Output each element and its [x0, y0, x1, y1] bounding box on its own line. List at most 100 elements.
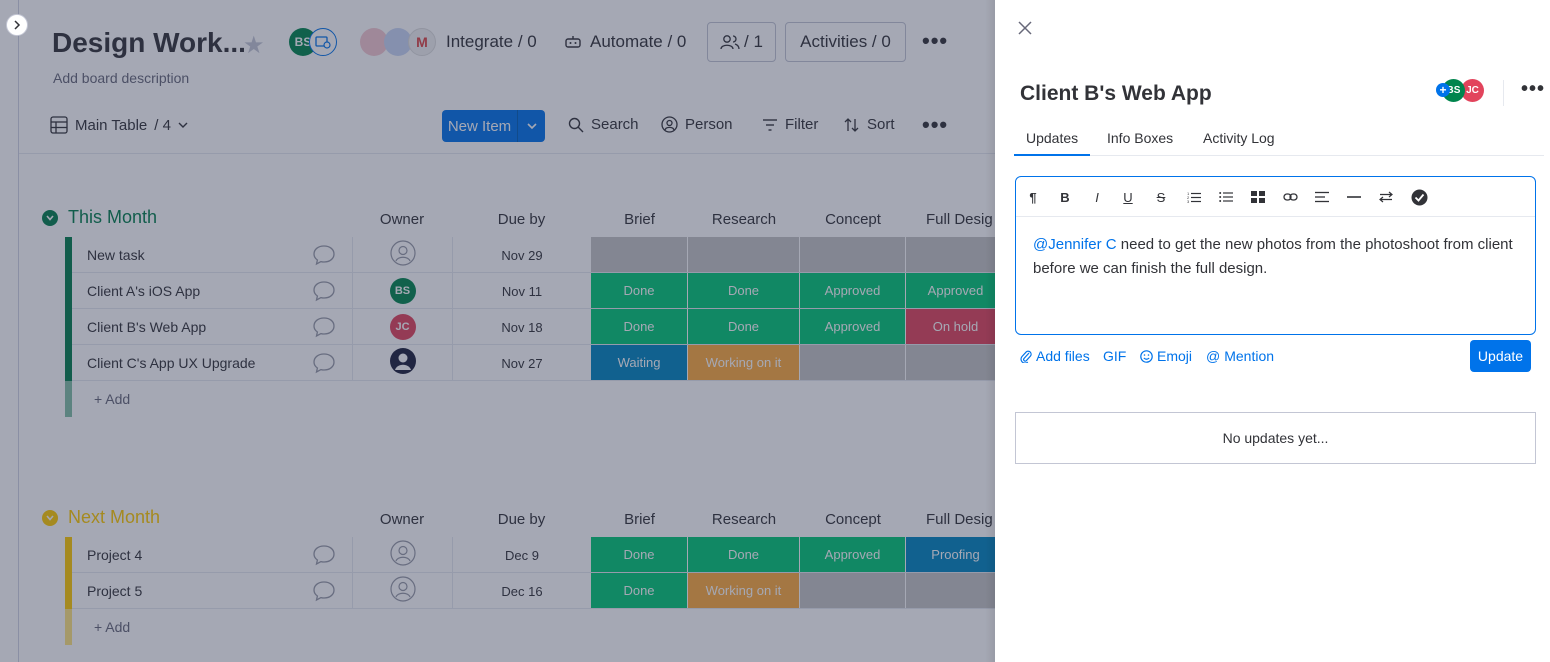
tab-updates[interactable]: Updates [1014, 130, 1091, 156]
column-header[interactable]: Full Desig [926, 211, 993, 228]
column-header[interactable]: Research [711, 211, 777, 228]
star-icon[interactable]: ★ [243, 32, 265, 59]
due-date-cell[interactable]: Dec 9 [452, 537, 591, 573]
status-cell[interactable]: Approved [800, 537, 906, 572]
owner-cell[interactable] [352, 345, 452, 381]
activities-button[interactable]: Activities / 0 [785, 22, 906, 62]
chat-bubble-icon[interactable] [312, 280, 336, 307]
item-name[interactable]: Project 5 [87, 583, 143, 599]
item-name[interactable]: New task [87, 247, 145, 263]
strikethrough-icon[interactable]: S [1156, 189, 1166, 205]
table-row[interactable]: Project 5 Dec 16 Done Working on it [65, 573, 995, 609]
board-more-icon[interactable]: ••• [922, 28, 949, 53]
status-cell[interactable]: Working on it [688, 573, 800, 608]
chat-bubble-icon[interactable] [312, 544, 336, 571]
integrate-button[interactable]: Integrate / 0 [446, 32, 537, 52]
filter-button[interactable]: Filter [762, 116, 818, 133]
view-selector[interactable]: Main Table / 4 [50, 116, 188, 134]
group-title[interactable]: This Month [42, 207, 157, 228]
status-cell[interactable]: Waiting [591, 345, 688, 380]
table-icon[interactable] [1250, 188, 1266, 206]
item-title[interactable]: Client B's Web App [1020, 82, 1212, 105]
emoji-button[interactable]: Emoji [1140, 348, 1192, 364]
item-name[interactable]: Project 4 [87, 547, 143, 563]
column-header[interactable]: Owner [379, 211, 425, 228]
column-header[interactable]: Due by [497, 511, 546, 528]
automate-button[interactable]: Automate / 0 [564, 32, 686, 52]
align-icon[interactable] [1314, 188, 1330, 206]
group-title[interactable]: Next Month [42, 507, 160, 528]
invite-members-icon[interactable] [309, 28, 337, 56]
direction-icon[interactable] [1378, 188, 1394, 206]
update-button[interactable]: Update [1470, 340, 1531, 372]
board-description[interactable]: Add board description [53, 70, 190, 86]
modal-overlay[interactable] [0, 0, 995, 662]
panel-more-icon[interactable]: ••• [1521, 78, 1546, 100]
person-filter-button[interactable]: Person [661, 116, 733, 133]
editor-text[interactable]: @Jennifer C need to get the new photos f… [1033, 233, 1523, 281]
status-cell[interactable]: Approved [800, 273, 906, 308]
toolbar-more-icon[interactable]: ••• [922, 112, 949, 137]
tab-activity-log[interactable]: Activity Log [1203, 130, 1275, 146]
column-header[interactable]: Owner [379, 511, 425, 528]
due-date-cell[interactable]: Nov 27 [452, 345, 591, 381]
new-item-button[interactable]: New Item [442, 110, 545, 142]
item-name[interactable]: Client A's iOS App [87, 283, 201, 299]
sort-button[interactable]: Sort [844, 116, 895, 133]
checklist-icon[interactable] [1410, 188, 1428, 206]
due-date-cell[interactable]: Dec 16 [452, 573, 591, 609]
table-row[interactable]: New task Nov 29 [65, 237, 995, 273]
divider-icon[interactable] [1346, 188, 1362, 206]
search-button[interactable]: Search [568, 116, 639, 133]
status-cell[interactable] [800, 345, 906, 380]
table-row[interactable]: Client B's Web App JC Nov 18 Done Done Approv… [65, 309, 995, 345]
due-date-cell[interactable]: Nov 18 [452, 309, 591, 345]
item-name[interactable]: Client C's App UX Upgrade [87, 355, 256, 371]
owner-cell[interactable]: JC [352, 309, 452, 345]
bold-icon[interactable]: B [1060, 189, 1070, 205]
owner-cell[interactable]: BS [352, 273, 452, 309]
status-cell[interactable] [800, 237, 906, 272]
close-button[interactable] [1015, 18, 1035, 38]
collapse-group-icon[interactable] [42, 209, 58, 226]
mention-tag[interactable]: @Jennifer C [1033, 236, 1117, 253]
link-icon[interactable] [1282, 188, 1298, 206]
collapse-group-icon[interactable] [42, 509, 58, 526]
add-item-row[interactable]: + Add [65, 381, 995, 417]
tab-info-boxes[interactable]: Info Boxes [1107, 130, 1174, 146]
add-subscriber-icon[interactable]: + [1436, 83, 1450, 97]
chat-bubble-icon[interactable] [312, 580, 336, 607]
status-cell[interactable]: Done [688, 537, 800, 572]
status-cell[interactable]: Done [688, 273, 800, 308]
status-cell[interactable]: Done [591, 309, 688, 344]
table-row[interactable]: Client C's App UX Upgrade Nov 27 Waiting Wo… [65, 345, 995, 381]
status-cell[interactable]: Working on it [688, 345, 800, 380]
status-cell[interactable] [906, 237, 995, 272]
status-cell[interactable] [906, 573, 995, 608]
bullet-list-icon[interactable] [1218, 188, 1234, 206]
status-cell[interactable]: Done [591, 273, 688, 308]
table-row[interactable]: Client A's iOS App BS Nov 11 Done Done Approv… [65, 273, 995, 309]
expand-sidebar-button[interactable] [6, 14, 28, 36]
status-cell[interactable]: Done [591, 573, 688, 608]
column-header[interactable]: Research [711, 511, 777, 528]
table-row[interactable]: Project 4 Dec 9 Done Done Approved Proofing [65, 537, 995, 573]
status-cell[interactable] [906, 345, 995, 380]
due-date-cell[interactable]: Nov 11 [452, 273, 591, 309]
column-header[interactable]: Concept [825, 511, 881, 528]
status-cell[interactable]: On hold [906, 309, 995, 344]
paragraph-icon[interactable]: ¶ [1029, 189, 1037, 205]
board-title[interactable]: Design Work... [52, 27, 246, 58]
chat-bubble-icon[interactable] [312, 316, 336, 343]
column-header[interactable]: Concept [825, 211, 881, 228]
owner-cell[interactable] [352, 537, 452, 573]
column-header[interactable]: Due by [497, 211, 546, 228]
status-cell[interactable]: Proofing [906, 537, 995, 572]
mention-button[interactable]: @ Mention [1206, 348, 1274, 364]
status-cell[interactable]: Approved [800, 309, 906, 344]
members-button[interactable]: / 1 [707, 22, 776, 62]
due-date-cell[interactable]: Nov 29 [452, 237, 591, 273]
status-cell[interactable]: Done [688, 309, 800, 344]
